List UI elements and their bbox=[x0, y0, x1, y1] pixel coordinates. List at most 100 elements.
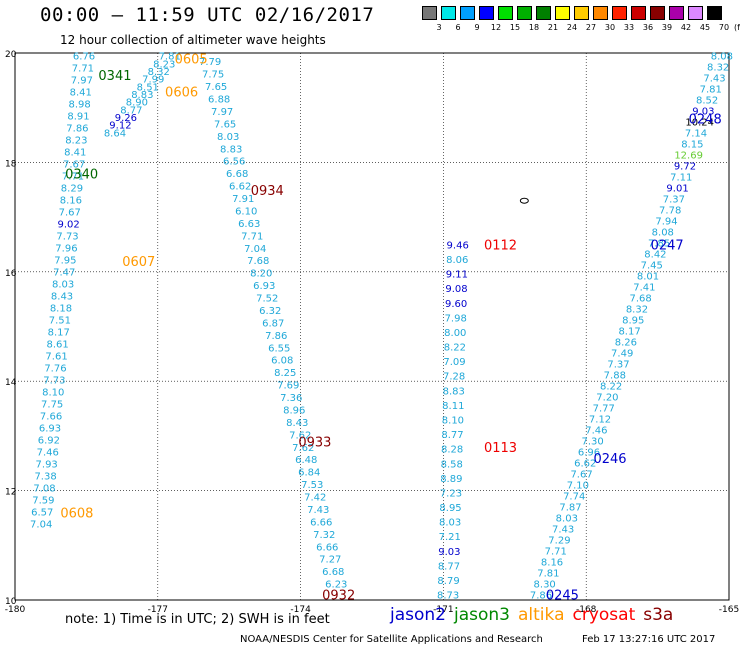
swh-value: 6.68 bbox=[226, 169, 248, 180]
swh-value: 8.03 bbox=[217, 132, 239, 143]
swh-value: 7.95 bbox=[54, 256, 76, 267]
swh-value: 6.56 bbox=[223, 157, 245, 168]
pass-label: 0933 bbox=[298, 435, 331, 450]
swh-value: 8.61 bbox=[47, 340, 69, 351]
swh-value: 8.96 bbox=[283, 405, 305, 416]
swh-value: 7.99 bbox=[142, 75, 164, 86]
swh-value: 7.62 bbox=[292, 443, 314, 454]
swh-value: 8.03 bbox=[52, 280, 74, 291]
swh-value: 8.83 bbox=[443, 386, 465, 397]
swh-value: 7.53 bbox=[301, 480, 323, 491]
pass-label: 0341 bbox=[98, 69, 131, 84]
y-tick-label: 12 bbox=[5, 488, 16, 498]
swh-value: 6.68 bbox=[322, 567, 344, 578]
swh-value: 7.14 bbox=[685, 129, 707, 140]
swh-value: 6.96 bbox=[578, 448, 600, 459]
swh-value: 9.26 bbox=[115, 113, 137, 124]
swh-value: 7.71 bbox=[72, 64, 94, 75]
swh-value: 8.95 bbox=[622, 316, 644, 327]
y-tick-label: 14 bbox=[5, 378, 17, 388]
y-tick-label: 20 bbox=[5, 50, 17, 60]
swh-value: 7.21 bbox=[439, 532, 461, 543]
swh-value: 7.20 bbox=[596, 393, 618, 404]
swh-value: 7.65 bbox=[205, 82, 227, 93]
swh-value: 8.83 bbox=[220, 144, 242, 155]
legend-label: 12 bbox=[490, 23, 502, 32]
legend-label: 27 bbox=[585, 23, 597, 32]
swh-value: 8.25 bbox=[274, 368, 296, 379]
swh-value: 7.29 bbox=[548, 536, 570, 547]
pass-label: 0932 bbox=[322, 589, 355, 604]
swh-value: 9.03 bbox=[438, 547, 460, 558]
swh-value: 7.67 bbox=[59, 208, 81, 219]
swh-value: 7.81 bbox=[700, 85, 722, 96]
legend-label: 18 bbox=[528, 23, 540, 32]
legend-swatch bbox=[650, 6, 665, 20]
swh-value: 6.10 bbox=[235, 206, 257, 217]
x-tick-label: -177 bbox=[148, 605, 168, 615]
pass-label: 0934 bbox=[251, 184, 284, 199]
swh-value: 6.62 bbox=[574, 459, 596, 470]
swh-value: 8.17 bbox=[618, 327, 640, 338]
swh-value: 6.55 bbox=[268, 343, 290, 354]
legend-swatch bbox=[707, 6, 722, 20]
satellite-name: jason2 bbox=[390, 605, 446, 625]
swh-value: 8.08 bbox=[652, 228, 674, 239]
swh-value: 8.91 bbox=[67, 112, 89, 123]
swh-value: 7.30 bbox=[582, 437, 604, 448]
swh-value: 7.88 bbox=[604, 371, 626, 382]
swh-value: 8.73 bbox=[437, 591, 459, 602]
swh-value: 7.97 bbox=[211, 107, 233, 118]
swh-value: 7.79 bbox=[199, 57, 221, 68]
swh-value: 8.28 bbox=[441, 445, 463, 456]
legend-swatch bbox=[574, 6, 589, 20]
swh-value: 6.48 bbox=[295, 455, 317, 466]
swh-value: 8.06 bbox=[446, 255, 468, 266]
satellite-legend: jason2 jason3 altika cryosat s3a bbox=[390, 605, 681, 625]
swh-value: 8.51 bbox=[137, 82, 159, 93]
pass-label: 0605 bbox=[175, 52, 208, 67]
pass-label: 0340 bbox=[65, 167, 98, 182]
swh-value: 7.61 bbox=[45, 352, 67, 363]
swh-value: 8.98 bbox=[68, 100, 90, 111]
swh-value: 9.72 bbox=[674, 162, 696, 173]
swh-value: 9.08 bbox=[445, 284, 467, 295]
swh-value: 9.60 bbox=[445, 299, 467, 310]
swh-value: 7.41 bbox=[633, 283, 655, 294]
swh-value: 8.16 bbox=[60, 196, 82, 207]
swh-value: 8.22 bbox=[444, 343, 466, 354]
legend-label: 21 bbox=[547, 23, 559, 32]
swh-value: 7.04 bbox=[244, 244, 266, 255]
satellite-name: s3a bbox=[643, 605, 674, 625]
legend-swatch bbox=[479, 6, 494, 20]
swh-value: 7.43 bbox=[703, 74, 725, 85]
swh-value: 8.43 bbox=[51, 292, 73, 303]
swh-value: 7.37 bbox=[607, 360, 629, 371]
swh-value: 7.43 bbox=[552, 525, 574, 536]
swh-value: 7.68 bbox=[630, 294, 652, 305]
swh-value: 8.83 bbox=[131, 90, 153, 101]
swh-value: 9.03 bbox=[692, 107, 714, 118]
swh-value: 8.43 bbox=[286, 418, 308, 429]
x-tick-label: -168 bbox=[576, 605, 597, 615]
swh-value: 7.73 bbox=[43, 376, 65, 387]
legend-swatch bbox=[612, 6, 627, 20]
swh-value: 6.66 bbox=[310, 517, 332, 528]
swh-value: 7.49 bbox=[611, 349, 633, 360]
legend-swatch bbox=[669, 6, 684, 20]
swh-value: 8.20 bbox=[250, 269, 272, 280]
legend-label: 24 bbox=[566, 23, 578, 32]
swh-value: 7.91 bbox=[232, 194, 254, 205]
legend-swatch bbox=[517, 6, 532, 20]
credit-line: NOAA/NESDIS Center for Satellite Applica… bbox=[240, 634, 543, 645]
swh-value: 7.97 bbox=[71, 76, 93, 87]
swh-value: 6.08 bbox=[271, 356, 293, 367]
swh-value: 7.87 bbox=[559, 503, 581, 514]
swh-value: 8.41 bbox=[64, 148, 86, 159]
swh-value: 8.11 bbox=[442, 401, 464, 412]
swh-value: 8.79 bbox=[437, 576, 459, 587]
swh-value: 7.51 bbox=[49, 316, 71, 327]
swh-value: 7.46 bbox=[585, 426, 607, 437]
swh-value: 7.38 bbox=[34, 471, 56, 482]
pass-label: 0606 bbox=[165, 85, 198, 100]
